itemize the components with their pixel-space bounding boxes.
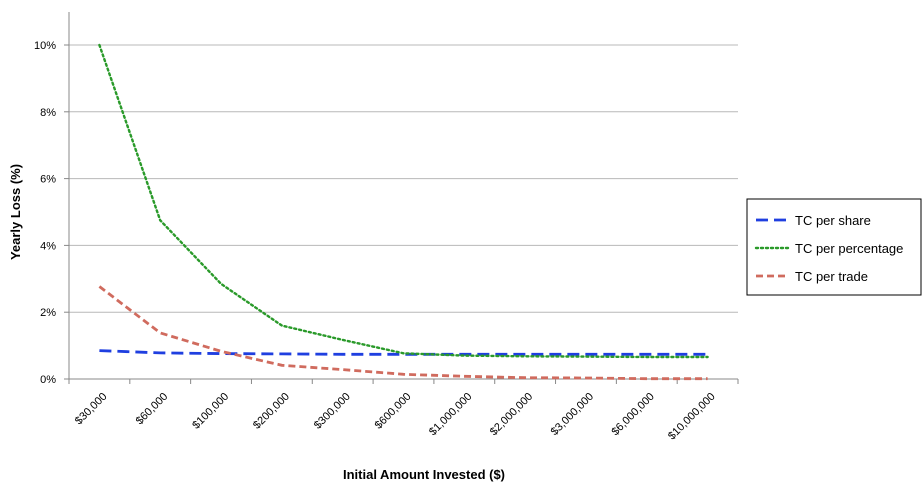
series-line: [98, 43, 709, 359]
x-tick-label: $1,000,000: [427, 391, 474, 438]
series-line: [98, 285, 708, 381]
y-tick-labels: 0% 2% 4% 6% 8% 10%: [34, 40, 56, 386]
x-tick-label: $300,000: [312, 391, 353, 432]
legend-label: TC per percentage: [795, 241, 903, 256]
x-tick-label: $30,000: [73, 391, 110, 428]
y-tick-label: 6%: [40, 174, 56, 186]
legend-label: TC per trade: [795, 269, 868, 284]
y-tick-label: 10%: [34, 40, 56, 52]
axes: [64, 12, 739, 384]
x-tick-label: $200,000: [251, 391, 292, 432]
x-tick-label: $3,000,000: [549, 391, 596, 438]
series-lines: [98, 43, 709, 381]
x-tick-label: $2,000,000: [488, 391, 535, 438]
x-tick-labels: $30,000 $60,000 $100,000 $200,000 $300,000 $6…: [73, 391, 718, 443]
y-tick-label: 2%: [40, 307, 56, 319]
y-axis-title: Yearly Loss (%): [8, 164, 23, 260]
legend: TC per share TC per percentage TC per trad…: [746, 198, 922, 296]
gridlines: [69, 44, 738, 313]
x-tick-label: $60,000: [134, 391, 171, 428]
x-axis-title: Initial Amount Invested ($): [343, 467, 505, 482]
legend-label: TC per share: [795, 213, 871, 228]
x-tick-label: $6,000,000: [609, 391, 656, 438]
series-line: [99, 349, 708, 356]
x-tick-label: $100,000: [190, 391, 231, 432]
y-tick-label: 4%: [40, 240, 56, 252]
x-tick-label: $600,000: [373, 391, 414, 432]
y-tick-label: 8%: [40, 107, 56, 119]
y-tick-label: 0%: [40, 374, 56, 386]
x-tick-label: $10,000,000: [666, 391, 718, 443]
